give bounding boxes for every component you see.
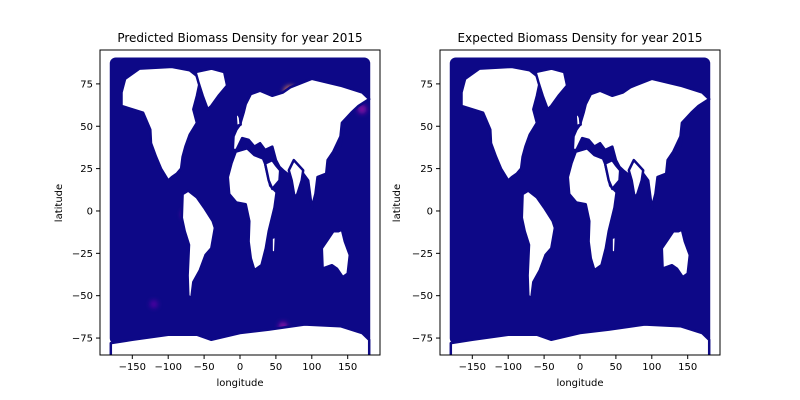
land-madagascar <box>270 235 278 255</box>
y-tick-label: −50 <box>412 291 433 302</box>
x-tick-label: −100 <box>494 362 521 373</box>
y-axis-label: latitude <box>54 184 65 222</box>
land-australia <box>660 228 692 279</box>
x-tick-label: 50 <box>610 362 623 373</box>
x-tick-label: 0 <box>237 362 243 373</box>
x-tick-label: −150 <box>119 362 146 373</box>
x-axis-label: longitude <box>556 378 603 389</box>
y-axis-label: latitude <box>392 184 403 222</box>
x-tick-label: −50 <box>534 362 555 373</box>
land-madagascar <box>610 235 618 255</box>
y-axis-ticks: 75 50 25 0 −25 −50 −75 <box>72 79 100 345</box>
x-tick-label: 150 <box>338 362 357 373</box>
hotspot-mark <box>357 104 367 114</box>
land-australia <box>320 228 352 279</box>
y-tick-label: −50 <box>72 291 93 302</box>
land-greenland <box>534 67 569 111</box>
chart-title: Predicted Biomass Density for year 2015 <box>117 31 362 45</box>
land-uk <box>574 111 582 128</box>
land-africa <box>226 147 278 272</box>
x-axis-label: longitude <box>216 378 263 389</box>
y-tick-label: −75 <box>72 334 93 345</box>
land-india <box>627 158 645 199</box>
land-south-america <box>520 189 557 301</box>
land-arabia <box>603 158 622 191</box>
land-africa <box>566 147 618 272</box>
land-antarctica <box>449 323 711 355</box>
hotspot-mark <box>149 300 158 309</box>
y-tick-label: 25 <box>80 164 93 175</box>
y-axis-ticks: 75 50 25 0 −25 −50 −75 <box>412 79 440 345</box>
y-tick-label: 50 <box>420 122 433 133</box>
land-arabia <box>263 158 282 191</box>
x-tick-label: 50 <box>270 362 283 373</box>
y-tick-label: 75 <box>420 79 433 90</box>
land-europe-asia <box>571 77 711 209</box>
land-europe-asia <box>231 77 371 209</box>
x-tick-label: −100 <box>154 362 181 373</box>
land-north-america <box>460 65 542 182</box>
land-north-america <box>120 65 202 182</box>
land-greenland <box>194 67 229 111</box>
land-japan <box>332 133 344 157</box>
y-tick-label: −25 <box>72 249 93 260</box>
chart-panel-predicted: Predicted Biomass Density for year 2015 … <box>54 31 381 389</box>
x-tick-label: 100 <box>642 362 661 373</box>
land-uk <box>234 111 242 128</box>
x-tick-label: −150 <box>459 362 486 373</box>
land-mask <box>109 65 371 355</box>
x-tick-label: 0 <box>577 362 583 373</box>
y-tick-label: 0 <box>427 206 433 217</box>
y-tick-label: −75 <box>412 334 433 345</box>
y-tick-label: 50 <box>80 122 93 133</box>
land-antarctica <box>109 323 371 355</box>
chart-panel-expected: Expected Biomass Density for year 2015 −… <box>392 31 721 389</box>
y-tick-label: −25 <box>412 249 433 260</box>
land-india <box>287 158 305 199</box>
x-tick-label: 100 <box>302 362 321 373</box>
land-japan <box>672 133 684 157</box>
x-tick-label: 150 <box>678 362 697 373</box>
chart-title: Expected Biomass Density for year 2015 <box>458 31 703 45</box>
y-tick-label: 75 <box>80 79 93 90</box>
x-tick-label: −50 <box>194 362 215 373</box>
x-axis-ticks: −150 −100 −50 0 50 100 150 <box>459 355 697 373</box>
land-south-america <box>180 189 217 301</box>
y-tick-label: 25 <box>420 164 433 175</box>
y-tick-label: 0 <box>87 206 93 217</box>
x-axis-ticks: −150 −100 −50 0 50 100 150 <box>119 355 357 373</box>
land-mask <box>449 65 711 355</box>
